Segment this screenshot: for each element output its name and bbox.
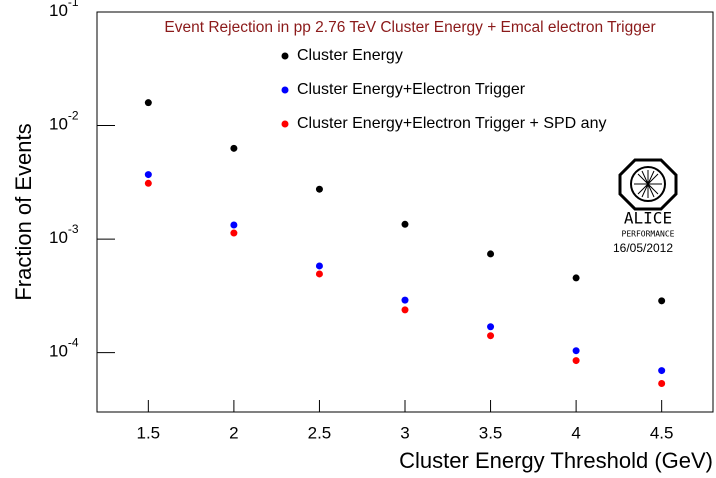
logo-circle	[630, 166, 666, 202]
y-tick-base: 10	[49, 342, 68, 361]
data-point	[144, 99, 152, 107]
y-tick-exponent: -2	[68, 109, 79, 123]
legend-marker	[281, 120, 289, 128]
logo-date: 16/05/2012	[613, 241, 673, 255]
legend-marker	[281, 52, 289, 60]
y-tick-exponent: -4	[68, 336, 79, 350]
data-point	[487, 332, 495, 340]
data-point	[315, 262, 323, 270]
y-tick-base: 10	[49, 229, 68, 248]
x-tick-label: 2.5	[308, 423, 332, 442]
data-point	[401, 296, 409, 304]
y-tick-label: 10-1	[49, 0, 79, 20]
logo-rays	[634, 170, 662, 198]
data-point	[487, 250, 495, 258]
y-axis-label: Fraction of Events	[11, 123, 36, 300]
x-tick-label: 3	[400, 423, 409, 442]
legend-marker	[281, 86, 289, 94]
data-point	[572, 357, 580, 365]
y-tick-base: 10	[49, 115, 68, 134]
data-point	[401, 220, 409, 228]
data-point	[658, 297, 666, 305]
y-tick-exponent: -1	[68, 0, 79, 9]
data-point	[144, 171, 152, 179]
legend-label: Cluster Energy	[297, 47, 403, 64]
data-point	[401, 306, 409, 314]
legend-label: Cluster Energy+Electron Trigger	[297, 81, 526, 98]
y-tick-label: 10-2	[49, 109, 79, 134]
y-tick-base: 10	[49, 1, 68, 20]
y-tick-exponent: -3	[68, 222, 79, 236]
y-tick-label: 10-3	[49, 222, 79, 247]
logo-subtitle: PERFORMANCE	[622, 230, 675, 239]
x-tick-label: 1.5	[137, 423, 161, 442]
data-point	[230, 221, 238, 229]
data-point	[144, 179, 152, 187]
data-point	[487, 323, 495, 331]
alice-logo: ALICE PERFORMANCE 16/05/2012	[613, 158, 678, 255]
logo-octagon	[618, 158, 678, 211]
x-tick-label: 3.5	[479, 423, 503, 442]
data-point	[572, 347, 580, 355]
x-tick-label: 2	[229, 423, 238, 442]
logo-name: ALICE	[624, 209, 672, 228]
plot-frame	[96, 11, 714, 413]
data-point	[658, 367, 666, 375]
data-point	[230, 144, 238, 152]
x-tick-label: 4.5	[650, 423, 674, 442]
data-point	[315, 185, 323, 193]
data-point	[315, 270, 323, 278]
chart-title: Event Rejection in pp 2.76 TeV Cluster E…	[164, 19, 655, 36]
x-axis-label: Cluster Energy Threshold (GeV)	[399, 448, 713, 473]
legend-label: Cluster Energy+Electron Trigger + SPD an…	[297, 115, 606, 132]
data-point	[572, 274, 580, 282]
y-tick-label: 10-4	[49, 336, 79, 361]
x-tick-label: 4	[571, 423, 580, 442]
data-point	[230, 229, 238, 237]
data-point	[658, 379, 666, 387]
